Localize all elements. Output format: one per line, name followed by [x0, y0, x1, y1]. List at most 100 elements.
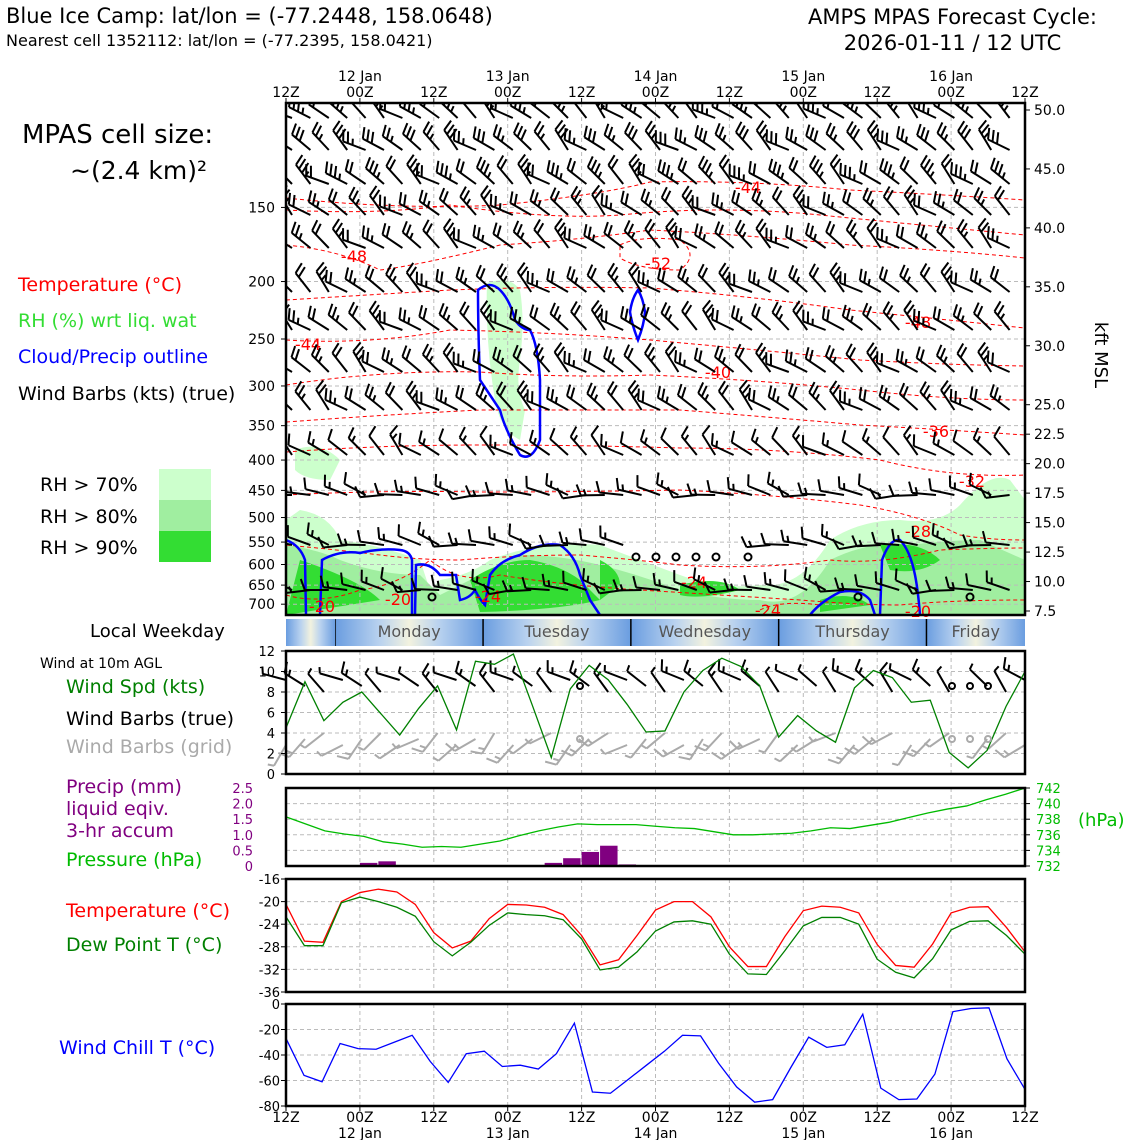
wind-barb [936, 121, 956, 151]
barb-flag [489, 193, 493, 206]
barb-flag [306, 522, 310, 535]
barb-flag [566, 266, 572, 278]
weekday-band [926, 619, 1025, 646]
wind-barb [418, 189, 440, 216]
barb-half [764, 666, 771, 673]
wind-barb [861, 427, 882, 456]
barb-flag [959, 166, 963, 179]
barb-staff [418, 441, 440, 456]
barb-flag [987, 127, 991, 140]
wind-barb [546, 386, 569, 411]
barb-half [669, 172, 674, 180]
barb-staff [290, 356, 312, 373]
barb-flag [692, 567, 697, 580]
wind-barb [603, 346, 624, 373]
barb-flag [551, 90, 556, 101]
wind-barbs-true-label: Wind Barbs (true) [66, 708, 235, 730]
windchill-y-axis: 0-20-40-60-80 [259, 998, 286, 1115]
wind-barb [492, 346, 514, 373]
barb-flag [470, 750, 483, 755]
barb-staff [454, 738, 476, 752]
barb-flag [680, 386, 687, 399]
barb-flag [417, 521, 422, 534]
barb-half [310, 529, 314, 537]
barb-half [389, 135, 394, 143]
wind-barb [829, 262, 845, 293]
bottom-axis-tick-label: 00Z [346, 1110, 373, 1126]
barb-staff [838, 744, 856, 765]
wind-barb [674, 127, 698, 151]
temperature-y-axis: -16-20-24-28-32-36 [259, 873, 286, 1001]
barb-staff [478, 672, 496, 693]
barb-staff [952, 440, 974, 456]
barb-flag [600, 433, 603, 446]
barb-flag [556, 346, 566, 357]
barb-flag [767, 266, 773, 279]
barb-flag [536, 346, 544, 359]
barb-flag [476, 351, 481, 364]
barb-flag [817, 479, 822, 492]
barb-flag [846, 192, 852, 205]
barb-staff [401, 355, 422, 373]
barb-staff [470, 539, 495, 546]
barb-half [923, 742, 931, 748]
barb-flag [555, 165, 560, 177]
barb-flag [959, 222, 968, 234]
barb-half [552, 757, 560, 762]
top-axis-tick-label: 12Z [716, 85, 743, 101]
wind-barb [379, 103, 403, 119]
barb-half [344, 752, 352, 756]
barb-flag [513, 193, 518, 206]
barb-staff [903, 434, 919, 456]
bottom-axis-tick-label: 12Z [716, 1110, 743, 1126]
wind-barb [620, 103, 643, 119]
wind-barb [829, 154, 845, 185]
barb-staff [332, 129, 349, 151]
wind-barb [808, 155, 827, 185]
barb-staff [680, 435, 698, 456]
wind-barb [479, 425, 496, 456]
barb-flag [476, 128, 481, 141]
wind-speed-line [285, 653, 1026, 769]
wind-barb [640, 303, 661, 331]
left-tick-label: 300 [248, 379, 275, 395]
wind-barb [760, 532, 789, 546]
wind-barb [803, 566, 827, 591]
barb-flag [821, 307, 826, 319]
wind-barb [800, 526, 826, 546]
barb-flag [446, 124, 455, 135]
barb-flag [928, 478, 932, 491]
top-axis-tick-label: 00Z [494, 85, 521, 101]
wind-barb [517, 153, 533, 185]
barb-flag [405, 348, 412, 361]
precip-bar [600, 845, 618, 866]
barb-staff [470, 494, 495, 498]
wind-barb [526, 270, 550, 293]
wind-barb [532, 343, 551, 373]
barb-half [774, 663, 778, 671]
barb-staff [637, 485, 661, 496]
barb-flag [607, 262, 615, 274]
wind-barb [885, 103, 900, 119]
wind-barb [509, 432, 532, 456]
barb-flag [647, 222, 656, 234]
barb-half [683, 137, 687, 144]
barb-staff [510, 104, 532, 119]
barb-flag [989, 384, 995, 396]
wind-barb [578, 528, 606, 546]
true-wind-barb [707, 662, 723, 693]
barb-flag [844, 747, 856, 755]
barb-half [794, 434, 801, 441]
barb-flag [401, 220, 408, 233]
wind-barb [489, 193, 514, 216]
wind-barb [644, 120, 661, 151]
barb-flag [630, 128, 638, 141]
wind-barb [356, 530, 385, 546]
barb-flag [791, 268, 798, 280]
wind-barb [858, 268, 882, 293]
wind-barb [286, 494, 292, 496]
barb-flag [533, 218, 541, 231]
barb-staff [748, 280, 771, 293]
barb-staff [912, 738, 931, 757]
barb-half [914, 486, 919, 494]
